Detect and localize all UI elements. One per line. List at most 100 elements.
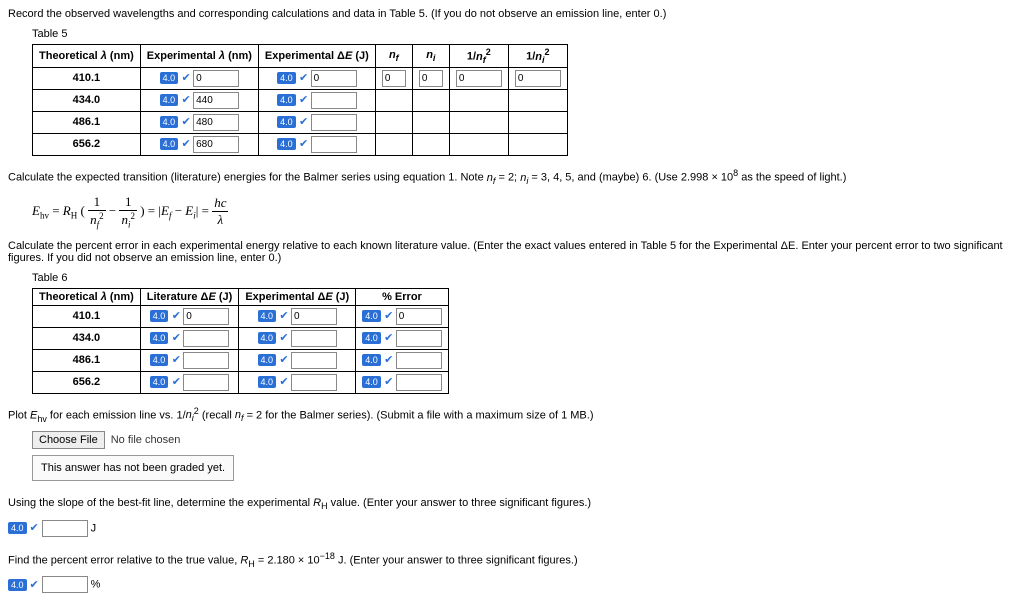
value-input[interactable] (311, 114, 357, 131)
table-row: 486.14.0✔4.0✔ (33, 111, 568, 133)
ni-cell (412, 133, 449, 155)
th6-err: % Error (356, 288, 449, 305)
value-input[interactable] (193, 114, 239, 131)
check-icon: ✔ (384, 375, 394, 385)
value-input[interactable] (291, 308, 337, 325)
score-badge: 4.0 (150, 354, 169, 366)
value-input[interactable] (183, 308, 229, 325)
theo-cell: 434.0 (33, 327, 141, 349)
find-percent-intro: Find the percent error relative to the t… (8, 551, 1016, 569)
value-input[interactable] (396, 330, 442, 347)
value-input[interactable] (396, 352, 442, 369)
score-badge: 4.0 (160, 94, 179, 106)
check-icon: ✔ (279, 353, 289, 363)
check-icon: ✔ (181, 93, 191, 103)
th-de: Experimental ΔE (J) (258, 45, 375, 68)
exp-cell: 4.0✔ (140, 89, 258, 111)
lit-cell: 4.0✔ (140, 327, 239, 349)
table5: Theoretical λ (nm) Experimental λ (nm) E… (32, 44, 568, 156)
value-input[interactable] (193, 70, 239, 87)
score-badge: 4.0 (258, 310, 277, 322)
ni-input[interactable] (419, 70, 443, 87)
score-badge: 4.0 (362, 310, 381, 322)
check-icon: ✔ (279, 331, 289, 341)
choose-file-button[interactable]: Choose File (32, 431, 105, 449)
value-input[interactable] (193, 136, 239, 153)
value-input[interactable] (291, 330, 337, 347)
exp-cell: 4.0✔ (239, 327, 356, 349)
th6-lit: Literature ΔE (J) (140, 288, 239, 305)
value-input[interactable] (291, 374, 337, 391)
ni-cell (412, 89, 449, 111)
value-input[interactable] (183, 352, 229, 369)
score-badge: 4.0 (277, 116, 296, 128)
table6-header-row: Theoretical λ (nm) Literature ΔE (J) Exp… (33, 288, 449, 305)
err-cell: 4.0✔ (356, 349, 449, 371)
unit-j: J (91, 522, 97, 534)
pct-input[interactable] (42, 576, 88, 593)
score-badge: 4.0 (258, 376, 277, 388)
plot-intro: Plot Ehv for each emission line vs. 1/ni… (8, 406, 1016, 424)
invni-cell (508, 67, 567, 89)
score-badge: 4.0 (362, 354, 381, 366)
value-input[interactable] (311, 92, 357, 109)
not-graded-box: This answer has not been graded yet. (32, 455, 234, 481)
check-icon: ✔ (299, 115, 309, 125)
value-input[interactable] (183, 374, 229, 391)
score-badge: 4.0 (150, 310, 169, 322)
score-badge: 4.0 (258, 354, 277, 366)
value-input[interactable] (396, 308, 442, 325)
lit-cell: 4.0✔ (140, 349, 239, 371)
check-icon: ✔ (384, 309, 394, 319)
no-file-text: No file chosen (111, 434, 181, 446)
check-icon: ✔ (279, 309, 289, 319)
table5-header-row: Theoretical λ (nm) Experimental λ (nm) E… (33, 45, 568, 68)
check-icon: ✔ (299, 137, 309, 147)
th-nf: nf (375, 45, 412, 68)
slope-intro: Using the slope of the best-fit line, de… (8, 497, 1016, 511)
lit-cell: 4.0✔ (140, 371, 239, 393)
invni-input[interactable] (515, 70, 561, 87)
value-input[interactable] (311, 136, 357, 153)
nf-cell (375, 111, 412, 133)
value-input[interactable] (311, 70, 357, 87)
theo-cell: 410.1 (33, 305, 141, 327)
theo-cell: 410.1 (33, 67, 141, 89)
th6-theo: Theoretical λ (nm) (33, 288, 141, 305)
th-invni: 1/ni2 (508, 45, 567, 68)
table-row: 434.04.0✔4.0✔4.0✔ (33, 327, 449, 349)
ni-cell (412, 111, 449, 133)
nf-input[interactable] (382, 70, 406, 87)
check-icon: ✔ (171, 331, 181, 341)
theo-cell: 656.2 (33, 371, 141, 393)
table5-label: Table 5 (32, 28, 1016, 40)
calc-transition-text: Calculate the expected transition (liter… (8, 168, 1016, 186)
check-icon: ✔ (279, 375, 289, 385)
th-invnf: 1/nf2 (449, 45, 508, 68)
value-input[interactable] (291, 352, 337, 369)
score-badge: 4.0 (277, 138, 296, 150)
check-icon: ✔ (171, 353, 181, 363)
exp-cell: 4.0✔ (239, 371, 356, 393)
value-input[interactable] (183, 330, 229, 347)
ni-cell (412, 67, 449, 89)
table6-label: Table 6 (32, 272, 1016, 284)
badge-rh: 4.0 (8, 522, 27, 534)
value-input[interactable] (396, 374, 442, 391)
th-exp: Experimental λ (nm) (140, 45, 258, 68)
percent-error-intro: Calculate the percent error in each expe… (8, 240, 1016, 264)
value-input[interactable] (193, 92, 239, 109)
check-icon: ✔ (171, 375, 181, 385)
check-icon: ✔ (171, 309, 181, 319)
nf-cell (375, 133, 412, 155)
nf-cell (375, 89, 412, 111)
rh-input[interactable] (42, 520, 88, 537)
err-cell: 4.0✔ (356, 327, 449, 349)
theo-cell: 486.1 (33, 349, 141, 371)
score-badge: 4.0 (160, 72, 179, 84)
instruction-table5: Record the observed wavelengths and corr… (8, 8, 1016, 20)
badge-pct: 4.0 (8, 579, 27, 591)
invnf-input[interactable] (456, 70, 502, 87)
table6: Theoretical λ (nm) Literature ΔE (J) Exp… (32, 288, 449, 394)
de-cell: 4.0✔ (258, 111, 375, 133)
